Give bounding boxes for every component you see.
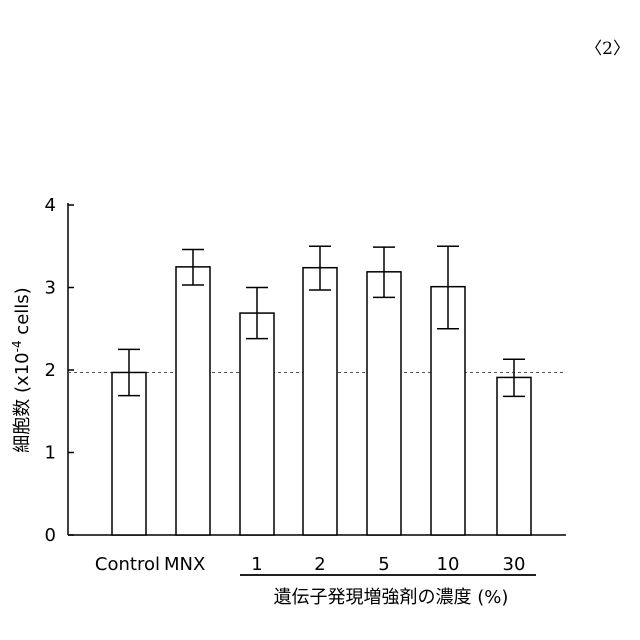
x-tick-label-10: 10 bbox=[437, 554, 460, 575]
y-axis-label-unit: cells) bbox=[12, 287, 33, 340]
y-tick-label-4: 4 bbox=[45, 195, 56, 216]
bar-5 bbox=[367, 272, 401, 535]
x-tick-label-5: 5 bbox=[378, 554, 389, 575]
y-axis-label: 細胞数 (x10-4 cells) bbox=[10, 287, 33, 452]
x-tick-label-MNX: MNX bbox=[164, 554, 205, 575]
bar-1 bbox=[240, 313, 274, 535]
y-axis-label-main: 細胞数 (x10 bbox=[12, 352, 33, 452]
x-axis-label: 遺伝子発現増強剤の濃度 (%) bbox=[274, 587, 509, 608]
bar-2 bbox=[303, 268, 337, 535]
x-tick-label-Control: Control bbox=[95, 554, 160, 575]
bar-MNX bbox=[176, 267, 210, 535]
y-tick-label-2: 2 bbox=[45, 360, 56, 381]
plot-area: 0 1 2 3 4 ControlMNX 1 2 5 10 30 bbox=[45, 195, 566, 575]
y-tick-label-3: 3 bbox=[45, 278, 56, 299]
x-tick-label-30: 30 bbox=[503, 554, 526, 575]
bar-30 bbox=[497, 377, 531, 535]
x-tick-label-2: 2 bbox=[314, 554, 325, 575]
y-tick-label-0: 0 bbox=[45, 525, 56, 546]
y-axis-label-exponent: -4 bbox=[10, 340, 24, 352]
x-tick-label-1: 1 bbox=[251, 554, 262, 575]
bar-Control bbox=[112, 372, 146, 535]
y-tick-label-1: 1 bbox=[45, 443, 56, 464]
